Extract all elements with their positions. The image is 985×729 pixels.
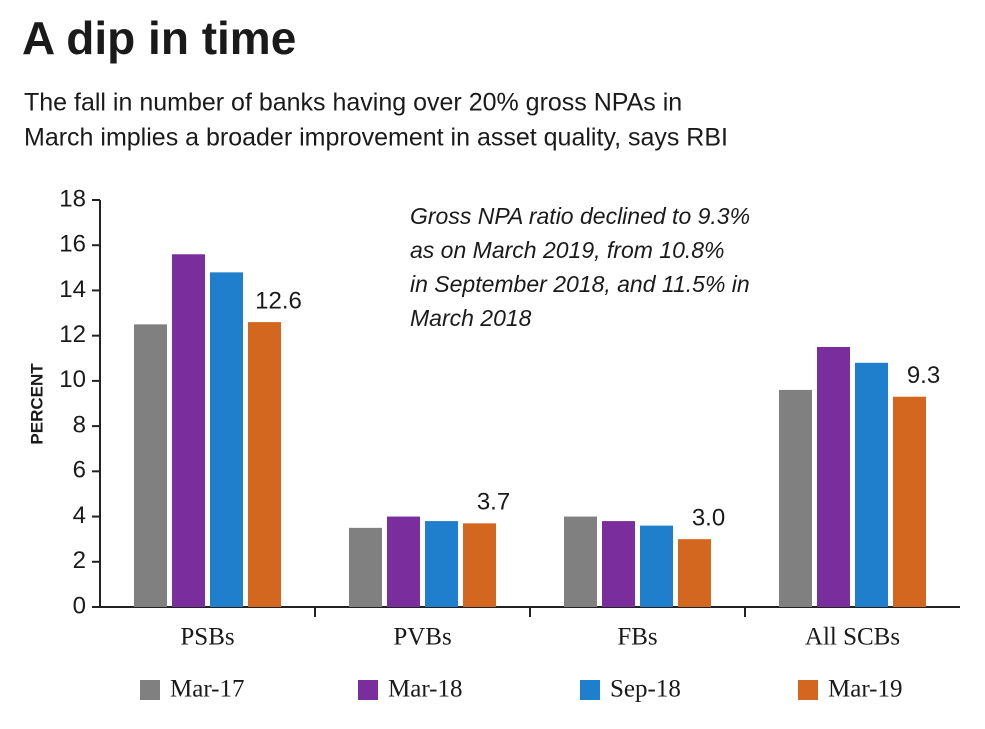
legend-swatch — [358, 680, 378, 700]
bar — [602, 521, 635, 607]
subtitle: March implies a broader improvement in a… — [24, 124, 728, 152]
x-tick-label: PSBs — [180, 624, 234, 651]
bar — [210, 272, 243, 607]
y-tick-label: 6 — [73, 457, 86, 484]
y-tick-label: 4 — [73, 502, 86, 529]
y-tick-label: 18 — [59, 185, 86, 212]
bar — [678, 539, 711, 607]
x-tick-label: PVBs — [393, 624, 451, 651]
y-tick-label: 14 — [59, 276, 86, 303]
bar — [172, 254, 205, 607]
bar — [640, 525, 673, 607]
annotation: in September 2018, and 11.5% in — [410, 271, 750, 297]
bar — [349, 527, 382, 607]
y-axis-label: PERCENT — [27, 363, 46, 445]
bar — [893, 396, 926, 607]
bar — [855, 362, 888, 607]
bar — [817, 346, 850, 607]
legend-label: Mar-18 — [388, 676, 462, 703]
annotation: Gross NPA ratio declined to 9.3% — [410, 203, 750, 229]
legend-swatch — [140, 680, 160, 700]
value-label: 9.3 — [907, 362, 940, 389]
y-tick-label: 2 — [73, 547, 86, 574]
legend-label: Mar-19 — [828, 676, 902, 703]
bar — [387, 516, 420, 607]
bar — [248, 322, 281, 607]
annotation: March 2018 — [410, 305, 532, 331]
subtitle: The fall in number of banks having over … — [24, 89, 682, 117]
bar — [425, 521, 458, 607]
y-tick-label: 10 — [59, 366, 86, 393]
bar — [134, 324, 167, 607]
value-label: 3.7 — [477, 489, 510, 516]
legend-label: Mar-17 — [170, 676, 244, 703]
y-tick-label: 16 — [59, 231, 86, 258]
legend-label: Sep-18 — [610, 676, 681, 703]
x-tick-label: All SCBs — [805, 624, 900, 651]
annotation: as on March 2019, from 10.8% — [410, 237, 725, 263]
y-tick-label: 0 — [73, 592, 86, 619]
y-tick-label: 8 — [73, 411, 86, 438]
legend-swatch — [580, 680, 600, 700]
value-label: 12.6 — [255, 287, 302, 314]
bar — [463, 523, 496, 607]
bar — [779, 389, 812, 607]
bar — [564, 516, 597, 607]
chart-title: A dip in time — [22, 12, 296, 64]
legend-swatch — [798, 680, 818, 700]
y-tick-label: 12 — [59, 321, 86, 348]
x-tick-label: FBs — [617, 624, 657, 651]
value-label: 3.0 — [692, 505, 725, 532]
